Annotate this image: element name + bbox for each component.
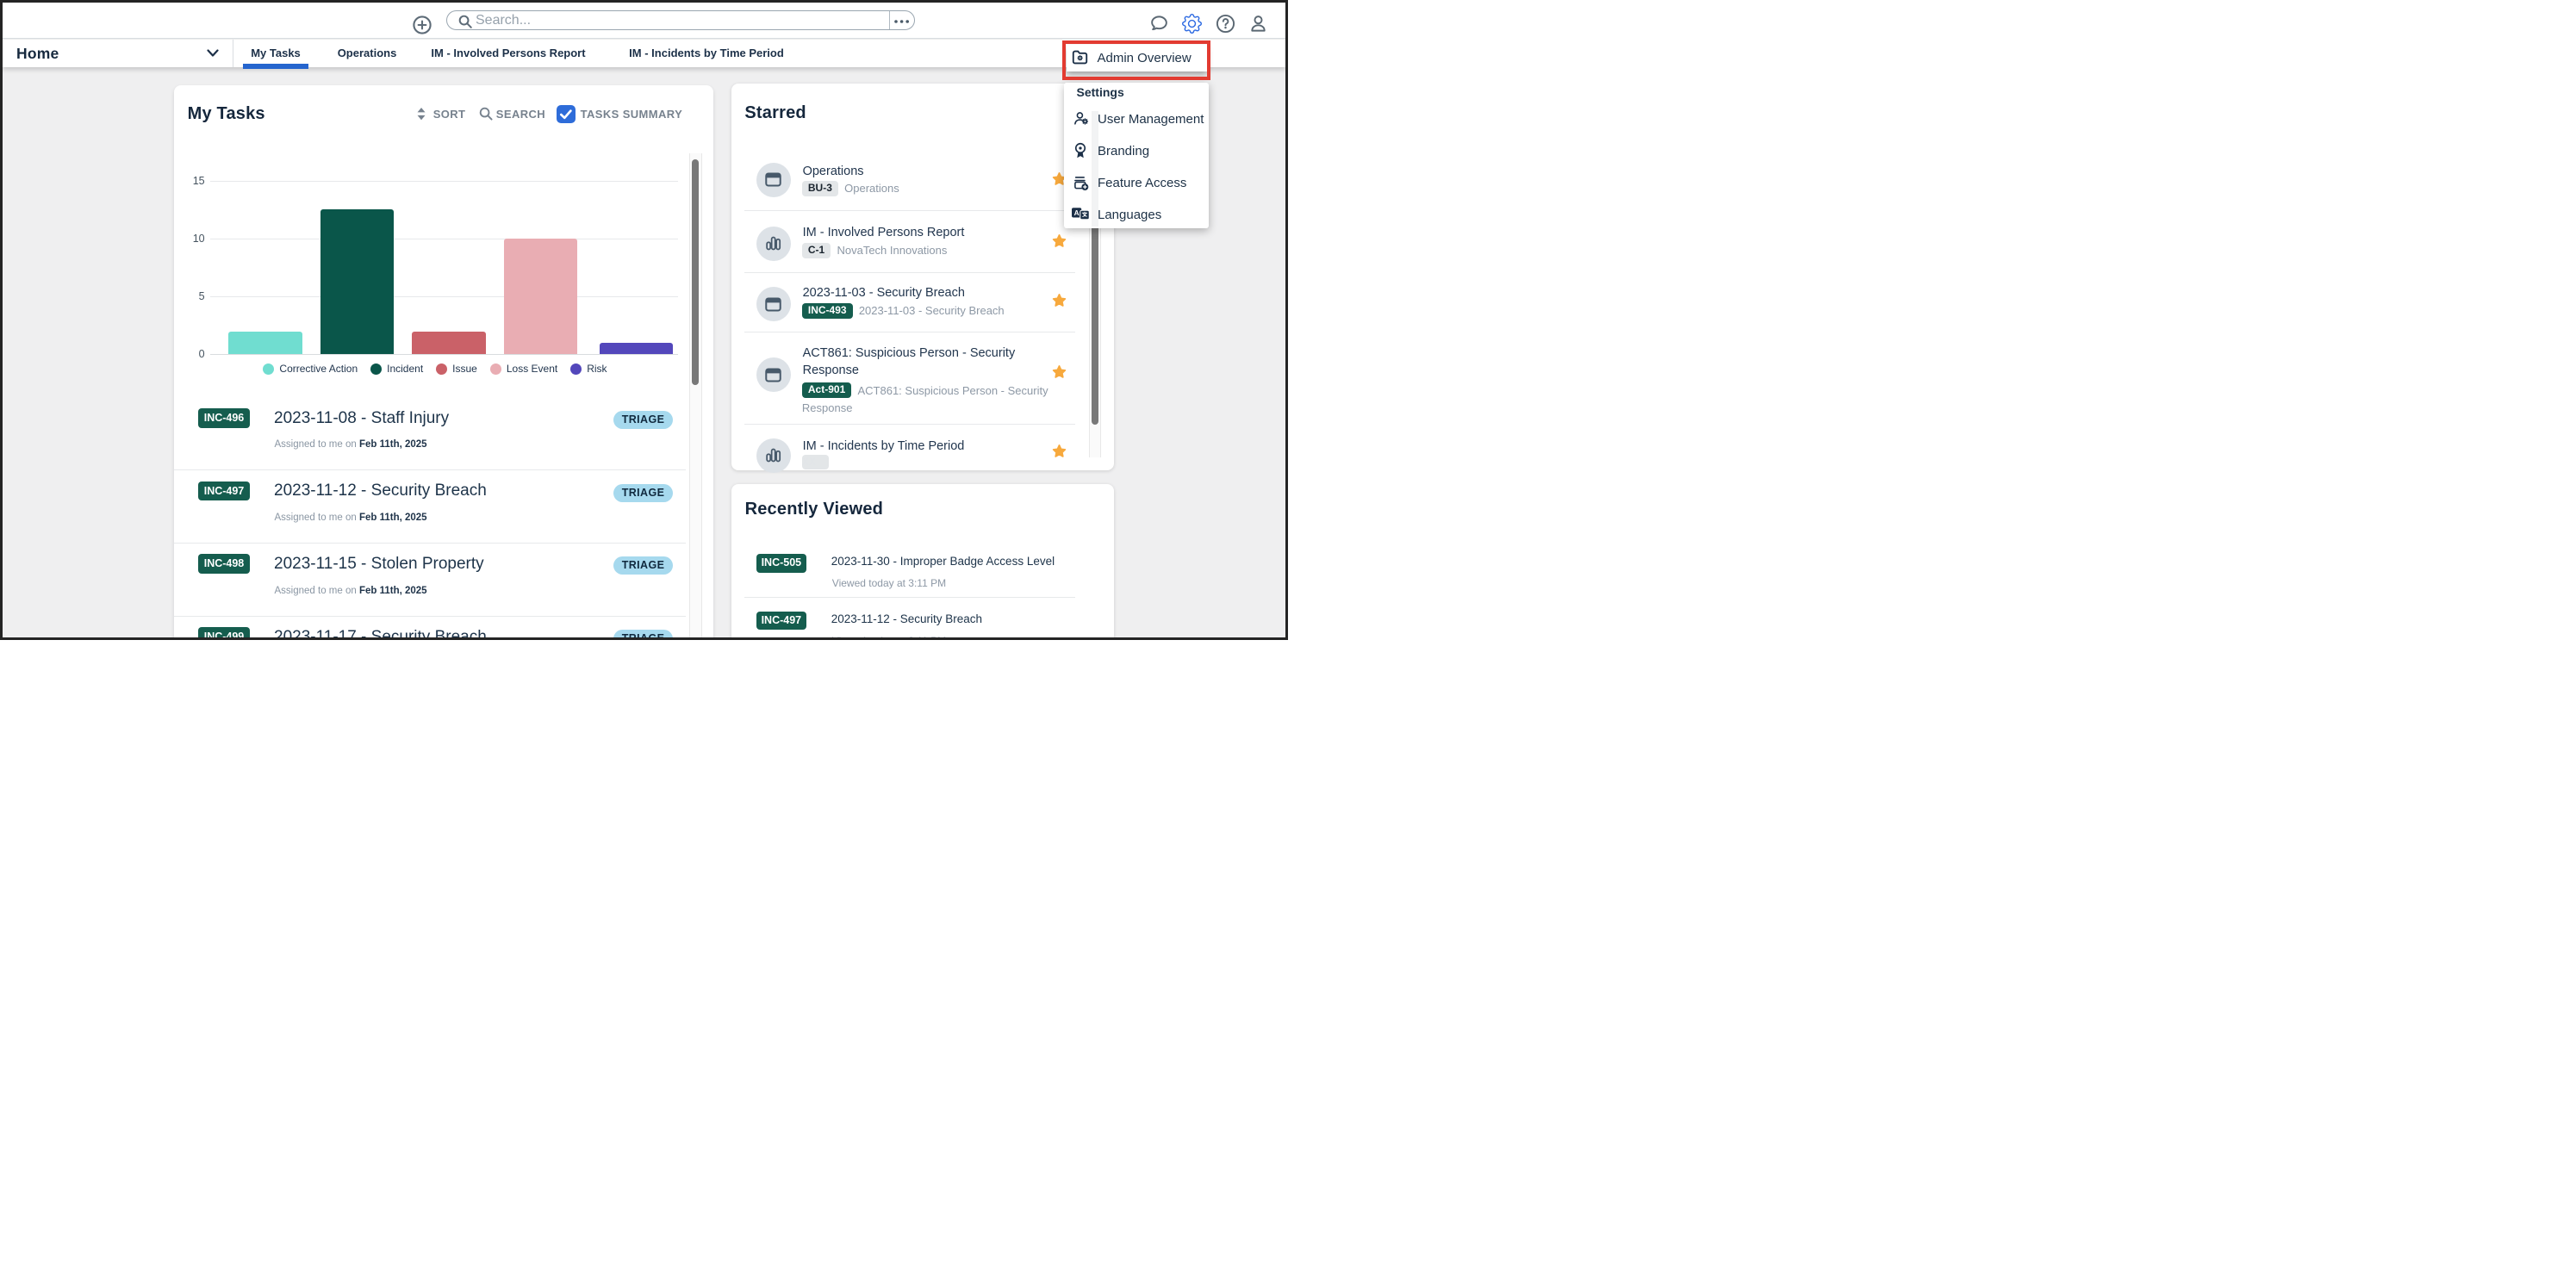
svg-text:A: A	[1074, 209, 1080, 217]
